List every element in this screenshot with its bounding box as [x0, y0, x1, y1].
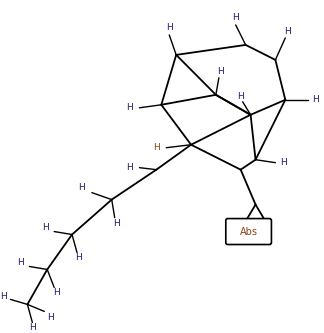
Text: H: H	[0, 292, 7, 301]
Text: H: H	[29, 323, 36, 332]
Text: H: H	[42, 223, 49, 232]
Text: H: H	[312, 95, 318, 104]
Text: H: H	[126, 163, 133, 172]
FancyBboxPatch shape	[226, 218, 272, 244]
Text: H: H	[53, 288, 60, 297]
Text: H: H	[47, 313, 53, 322]
Text: H: H	[113, 219, 120, 228]
Text: H: H	[153, 143, 160, 152]
Text: H: H	[79, 183, 85, 192]
Text: H: H	[166, 23, 173, 32]
Text: Abs: Abs	[240, 226, 258, 236]
Text: H: H	[232, 13, 239, 22]
Text: H: H	[284, 27, 291, 36]
Text: H: H	[280, 158, 287, 167]
Text: H: H	[217, 67, 224, 76]
Text: H: H	[237, 92, 244, 101]
Text: H: H	[17, 258, 24, 267]
Text: H: H	[75, 253, 82, 262]
Text: H: H	[126, 103, 133, 112]
